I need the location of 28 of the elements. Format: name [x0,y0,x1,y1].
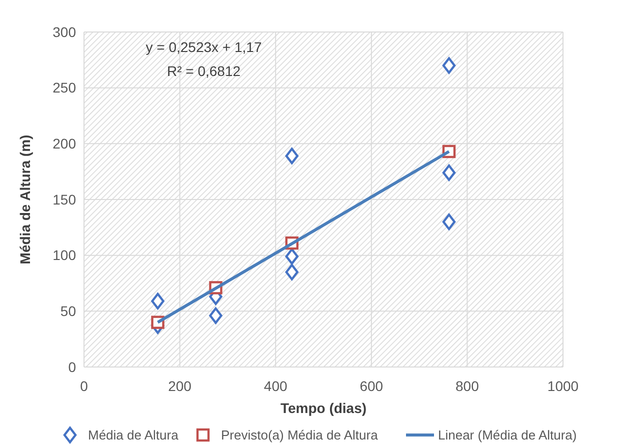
point [442,164,456,181]
x-tick-label: 0 [80,378,88,394]
point [209,307,222,324]
legend-label: Previsto(a) Média de Altura [221,428,379,443]
x-tick-label: 1000 [547,378,579,394]
point [151,292,164,310]
annotation: y = 0,2523x + 1,17 [146,39,262,55]
y-tick-label: 300 [52,24,76,40]
y-tick-label: 0 [68,358,76,375]
point [285,264,298,280]
point [285,248,298,265]
y-tick-label: 100 [52,247,76,264]
x-tick-label: 600 [360,378,384,394]
x-tick-label: 400 [264,378,288,394]
y-tick-label: 150 [52,191,76,208]
annotation: R² = 0,6812 [166,63,241,79]
y-tick-label: 50 [60,303,76,320]
point [442,214,456,230]
x-tick-label: 200 [168,378,192,394]
y-tick-label: 250 [52,80,76,96]
point [285,148,298,164]
point [442,57,456,74]
legend-label: Média de Altura [88,428,180,443]
legend-label: Linear (Média de Altura) [438,428,577,443]
x-axis-title: Tempo (dias) [280,400,367,416]
y-axis-title: Média de Altura (m) [17,134,33,264]
x-tick-label: 800 [456,378,480,394]
y-tick-label: 200 [52,136,76,152]
